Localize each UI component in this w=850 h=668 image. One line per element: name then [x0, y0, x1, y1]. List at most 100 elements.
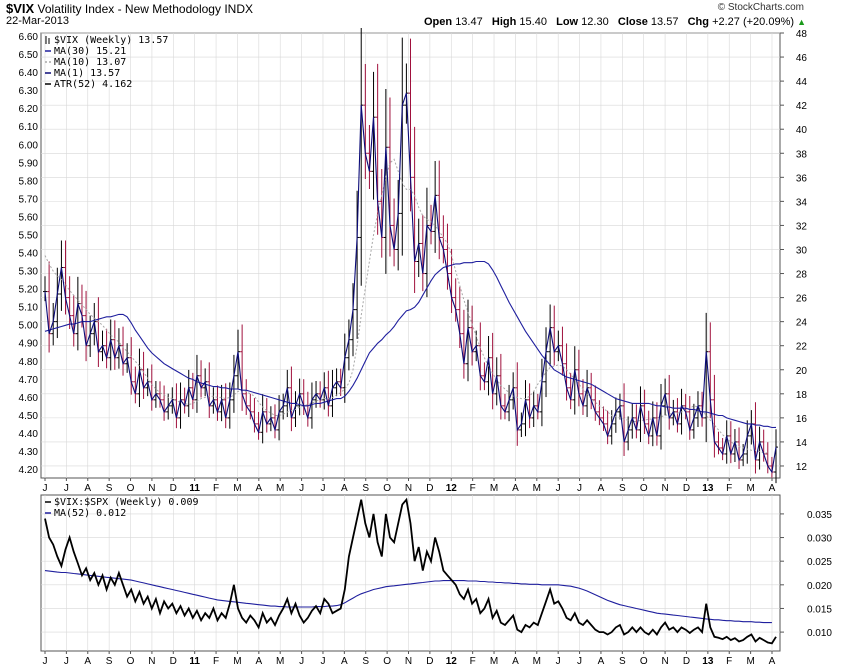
price-right-tick-label: 30: [796, 245, 808, 256]
ratio-x-tick-label: S: [106, 656, 113, 667]
price-legend-label: $VIX (Weekly) 13.57: [54, 35, 168, 46]
price-x-tick-label: M: [276, 483, 284, 494]
price-left-tick-label: 5.60: [19, 212, 39, 223]
ratio-x-tick-label: O: [383, 656, 391, 667]
change-label: Chg: [687, 16, 709, 28]
ratio-x-tick-label: M: [746, 656, 754, 667]
price-x-tick-label: S: [106, 483, 113, 494]
price-x-tick-label: M: [533, 483, 541, 494]
price-left-tick-label: 6.40: [19, 68, 39, 79]
ma10-legend-label: MA(10) 13.07: [54, 57, 126, 68]
ratio-x-tick-label: N: [661, 656, 668, 667]
price-left-tick-label: 4.70: [19, 375, 39, 386]
ratio-x-tick-label: N: [405, 656, 412, 667]
price-x-tick-label: J: [556, 483, 561, 494]
price-x-tick-label: M: [746, 483, 754, 494]
price-x-tick-label: S: [362, 483, 369, 494]
ma30-line: [44, 260, 777, 429]
price-left-tick-label: 6.30: [19, 86, 39, 97]
chart-title: $VIX Volatility Index - New Methodology …: [6, 1, 253, 16]
price-left-tick-label: 5.80: [19, 176, 39, 187]
price-right-tick-label: 24: [796, 318, 808, 329]
ratio-x-tick-label: S: [619, 656, 626, 667]
ratio-x-tick-label: J: [320, 656, 325, 667]
price-right-tick-label: 48: [796, 29, 808, 40]
price-x-tick-label: A: [598, 483, 605, 494]
price-x-tick-label: 12: [446, 483, 458, 494]
open-label: Open: [424, 16, 453, 28]
price-right-tick-label: 44: [796, 77, 808, 88]
ratio-line: [44, 497, 777, 645]
price-right-tick-label: 12: [796, 462, 808, 473]
price-left-tick-label: 4.60: [19, 393, 39, 404]
ratio-x-tick-label: M: [490, 656, 498, 667]
price-left-tick-label: 5.50: [19, 230, 39, 241]
atr-legend-label: ATR(52) 4.162: [54, 79, 132, 90]
ratio-x-tick-label: 12: [446, 656, 458, 667]
ma30-legend-label: MA(30) 15.21: [54, 46, 126, 57]
ratio-x-tick-label: F: [213, 656, 219, 667]
ratio-x-tick-label: A: [84, 656, 91, 667]
price-x-tick-label: A: [341, 483, 348, 494]
ma1-legend-label: MA(1) 13.57: [54, 68, 120, 79]
price-left-tick-label: 6.60: [19, 32, 39, 43]
ratio-x-tick-label: F: [470, 656, 476, 667]
price-right-tick-label: 32: [796, 221, 808, 232]
high-label: High: [491, 16, 517, 28]
price-right-tick-label: 28: [796, 270, 808, 281]
up-arrow-icon: ▲: [797, 17, 806, 27]
price-x-tick-label: A: [769, 483, 776, 494]
ratio-right-tick-label: 0.025: [807, 557, 832, 568]
price-right-tick-label: 18: [796, 390, 808, 401]
price-x-tick-label: J: [299, 483, 304, 494]
exchange-label: INDX: [224, 2, 253, 16]
price-left-tick-label: 4.40: [19, 429, 39, 440]
price-right-tick-label: 46: [796, 53, 808, 64]
ratio-right-tick-label: 0.015: [807, 604, 832, 615]
high-value: 15.40: [519, 16, 547, 28]
price-right-tick-label: 34: [796, 197, 808, 208]
ratio-x-tick-label: A: [769, 656, 776, 667]
low-value: 12.30: [581, 16, 609, 28]
price-left-tick-label: 6.20: [19, 104, 39, 115]
ratio-x-tick-label: D: [683, 656, 690, 667]
ratio-x-tick-label: M: [533, 656, 541, 667]
price-right-tick-label: 36: [796, 173, 808, 184]
price-left-tick-label: 4.80: [19, 357, 39, 368]
price-x-tick-label: D: [683, 483, 690, 494]
price-right-tick-label: 22: [796, 342, 808, 353]
ma1-line: [44, 92, 777, 474]
price-x-tick-label: O: [127, 483, 135, 494]
price-x-tick-label: A: [512, 483, 519, 494]
symbol-label: $VIX: [6, 1, 35, 16]
price-x-tick-label: D: [170, 483, 177, 494]
ma52-legend-label: MA(52) 0.012: [54, 508, 126, 519]
price-right-tick-label: 16: [796, 414, 808, 425]
ratio-x-tick-label: N: [148, 656, 155, 667]
price-x-tick-label: D: [426, 483, 433, 494]
price-left-tick-label: 5.00: [19, 321, 39, 332]
low-label: Low: [556, 16, 579, 28]
ratio-x-tick-label: J: [299, 656, 304, 667]
index-name: Volatility Index - New Methodology: [37, 2, 221, 16]
price-x-tick-label: O: [640, 483, 648, 494]
price-left-tick-label: 4.30: [19, 447, 39, 458]
ratio-x-tick-label: M: [233, 656, 241, 667]
price-right-tick-label: 14: [796, 438, 808, 449]
price-x-tick-label: A: [255, 483, 262, 494]
price-x-tick-label: S: [619, 483, 626, 494]
price-x-tick-label: M: [490, 483, 498, 494]
price-left-tick-label: 6.10: [19, 122, 39, 133]
ratio-x-tick-label: J: [64, 656, 69, 667]
price-left-tick-label: 4.50: [19, 411, 39, 422]
price-left-tick-label: 5.90: [19, 158, 39, 169]
ratio-legend-label: $VIX:$SPX (Weekly) 0.009: [54, 497, 199, 508]
close-label: Close: [617, 16, 648, 28]
ratio-x-tick-label: A: [341, 656, 348, 667]
price-x-tick-label: F: [470, 483, 476, 494]
ratio-x-tick-label: D: [426, 656, 433, 667]
price-left-tick-label: 4.20: [19, 465, 39, 476]
price-x-tick-label: J: [320, 483, 325, 494]
price-left-tick-label: 5.40: [19, 249, 39, 260]
